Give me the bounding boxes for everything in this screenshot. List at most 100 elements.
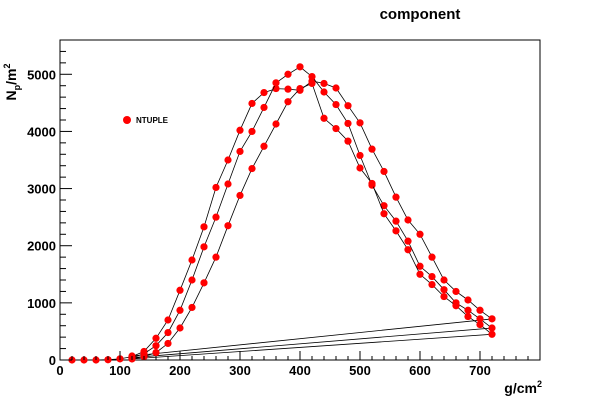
data-point — [488, 315, 496, 323]
series-line — [131, 66, 494, 359]
data-point — [224, 222, 232, 230]
data-point — [308, 79, 316, 88]
y-axis-label: Np/m2 — [2, 64, 22, 101]
y-tick-label: 2000 — [27, 239, 56, 254]
data-point — [248, 99, 256, 108]
legend: NTUPLE — [123, 116, 169, 125]
data-point — [332, 84, 340, 92]
data-point — [200, 279, 208, 287]
data-point — [260, 142, 268, 150]
data-point — [224, 156, 232, 164]
x-axis-label: g/cm2 — [504, 379, 542, 396]
x-tick-label: 0 — [56, 363, 63, 378]
data-point — [332, 124, 340, 133]
axis-layer: 0 100 200 300 400 500 600 700 0 1000 2000 3000 4000 5… — [27, 39, 529, 378]
data-point — [380, 210, 388, 218]
data-point — [368, 145, 376, 153]
data-point — [416, 270, 424, 278]
data-point — [188, 256, 196, 264]
series-line — [131, 82, 494, 360]
data-point — [320, 114, 328, 122]
data-point — [356, 164, 364, 172]
x-tick-label: 600 — [409, 363, 431, 378]
data-point — [452, 287, 460, 296]
data-point — [476, 315, 484, 323]
y-tick-label: 5000 — [27, 67, 56, 82]
data-point — [392, 227, 400, 235]
data-point — [284, 85, 292, 93]
y-axis-label-sub: p — [12, 84, 22, 90]
data-point — [392, 193, 400, 201]
y-tick-label: 4000 — [27, 124, 56, 139]
x-tick-label: 400 — [289, 363, 311, 378]
data-point — [248, 164, 256, 173]
data-point — [272, 120, 280, 128]
data-point — [404, 246, 412, 254]
data-point — [272, 79, 280, 87]
data-point — [212, 183, 220, 192]
data-point — [176, 306, 184, 314]
data-point — [464, 296, 472, 304]
data-point — [404, 216, 412, 224]
data-point — [416, 262, 424, 270]
x-tick-label: 300 — [229, 363, 251, 378]
data-point — [416, 230, 424, 238]
data-point — [308, 72, 316, 81]
data-point — [404, 237, 412, 245]
data-point — [212, 213, 220, 221]
data-point — [236, 147, 244, 156]
data-point — [440, 276, 448, 284]
data-point — [380, 202, 388, 210]
data-point — [164, 316, 172, 324]
data-point — [212, 253, 220, 261]
series-line — [72, 80, 494, 361]
x-tick-label: 700 — [469, 363, 491, 378]
data-point — [236, 126, 244, 134]
data-point — [320, 88, 328, 96]
data-point — [260, 88, 268, 97]
data-point — [476, 320, 484, 329]
data-point — [440, 292, 448, 301]
y-axis-label-tail: /m — [3, 69, 19, 85]
data-point — [392, 217, 400, 225]
data-point — [476, 306, 484, 314]
data-point — [464, 306, 472, 314]
data-point — [488, 330, 496, 338]
y-tick-label: 3000 — [27, 182, 56, 197]
data-point — [380, 167, 388, 176]
data-point — [344, 119, 352, 128]
data-point — [320, 79, 328, 88]
x-tick-label: 500 — [349, 363, 371, 378]
data-point — [176, 286, 184, 294]
data-point — [464, 312, 472, 321]
legend-marker — [123, 116, 131, 124]
data-point — [224, 180, 232, 188]
data-point — [152, 342, 160, 350]
y-axis-label-sup: 2 — [2, 64, 12, 69]
legend-label: NTUPLE — [136, 116, 169, 125]
data-point — [236, 191, 244, 200]
chart-title: component — [380, 6, 461, 23]
data-point — [164, 339, 172, 348]
data-point — [344, 137, 352, 145]
data-point — [164, 328, 172, 337]
x-tick-label: 200 — [169, 363, 191, 378]
data-point — [452, 302, 460, 310]
data-point — [488, 324, 496, 332]
data-point — [428, 272, 436, 281]
data-point — [284, 70, 292, 78]
data-point — [284, 98, 292, 106]
data-point — [152, 334, 160, 342]
data-point — [368, 179, 376, 188]
data-point — [152, 348, 160, 357]
data-point — [188, 303, 196, 312]
data-point — [296, 63, 304, 71]
data-point — [176, 324, 184, 332]
data-point — [356, 119, 364, 127]
y-tick-label: 0 — [49, 353, 56, 368]
data-point — [332, 100, 340, 109]
data-point — [356, 151, 364, 160]
data-point — [440, 286, 448, 294]
data-point — [248, 127, 256, 136]
series-layer — [68, 63, 496, 364]
